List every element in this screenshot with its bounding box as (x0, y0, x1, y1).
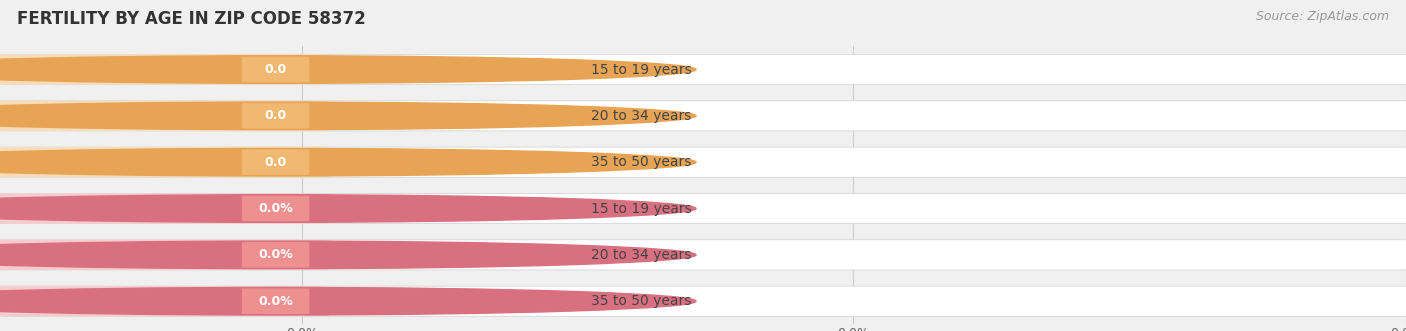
FancyBboxPatch shape (0, 286, 1406, 316)
Text: 15 to 19 years: 15 to 19 years (592, 202, 692, 215)
FancyBboxPatch shape (242, 242, 309, 267)
Text: Source: ZipAtlas.com: Source: ZipAtlas.com (1256, 10, 1389, 23)
FancyBboxPatch shape (242, 288, 309, 314)
Text: 0.0%: 0.0% (259, 202, 292, 215)
Circle shape (0, 241, 696, 269)
FancyBboxPatch shape (0, 147, 1406, 177)
FancyBboxPatch shape (0, 147, 329, 177)
Text: FERTILITY BY AGE IN ZIP CODE 58372: FERTILITY BY AGE IN ZIP CODE 58372 (17, 10, 366, 28)
Circle shape (0, 102, 696, 130)
FancyBboxPatch shape (0, 286, 329, 316)
FancyBboxPatch shape (242, 196, 309, 221)
FancyBboxPatch shape (0, 101, 1406, 131)
FancyBboxPatch shape (242, 103, 309, 129)
Text: 15 to 19 years: 15 to 19 years (592, 63, 692, 76)
FancyBboxPatch shape (0, 55, 329, 85)
FancyBboxPatch shape (0, 101, 329, 131)
Text: 0.0: 0.0 (264, 63, 287, 76)
FancyBboxPatch shape (242, 150, 309, 175)
Text: 0.0: 0.0 (264, 109, 287, 122)
FancyBboxPatch shape (0, 193, 1406, 224)
FancyBboxPatch shape (242, 57, 309, 82)
FancyBboxPatch shape (0, 240, 1406, 270)
Circle shape (0, 287, 696, 315)
Text: 20 to 34 years: 20 to 34 years (592, 248, 692, 262)
FancyBboxPatch shape (0, 55, 1406, 85)
Text: 20 to 34 years: 20 to 34 years (592, 109, 692, 123)
Circle shape (0, 195, 696, 222)
Text: 0.0%: 0.0% (259, 295, 292, 308)
Text: 0.0: 0.0 (264, 156, 287, 169)
Text: 35 to 50 years: 35 to 50 years (592, 155, 692, 169)
Text: 0.0%: 0.0% (259, 248, 292, 261)
Text: 35 to 50 years: 35 to 50 years (592, 294, 692, 308)
FancyBboxPatch shape (0, 193, 329, 224)
Circle shape (0, 148, 696, 176)
Circle shape (0, 56, 696, 83)
FancyBboxPatch shape (0, 240, 329, 270)
